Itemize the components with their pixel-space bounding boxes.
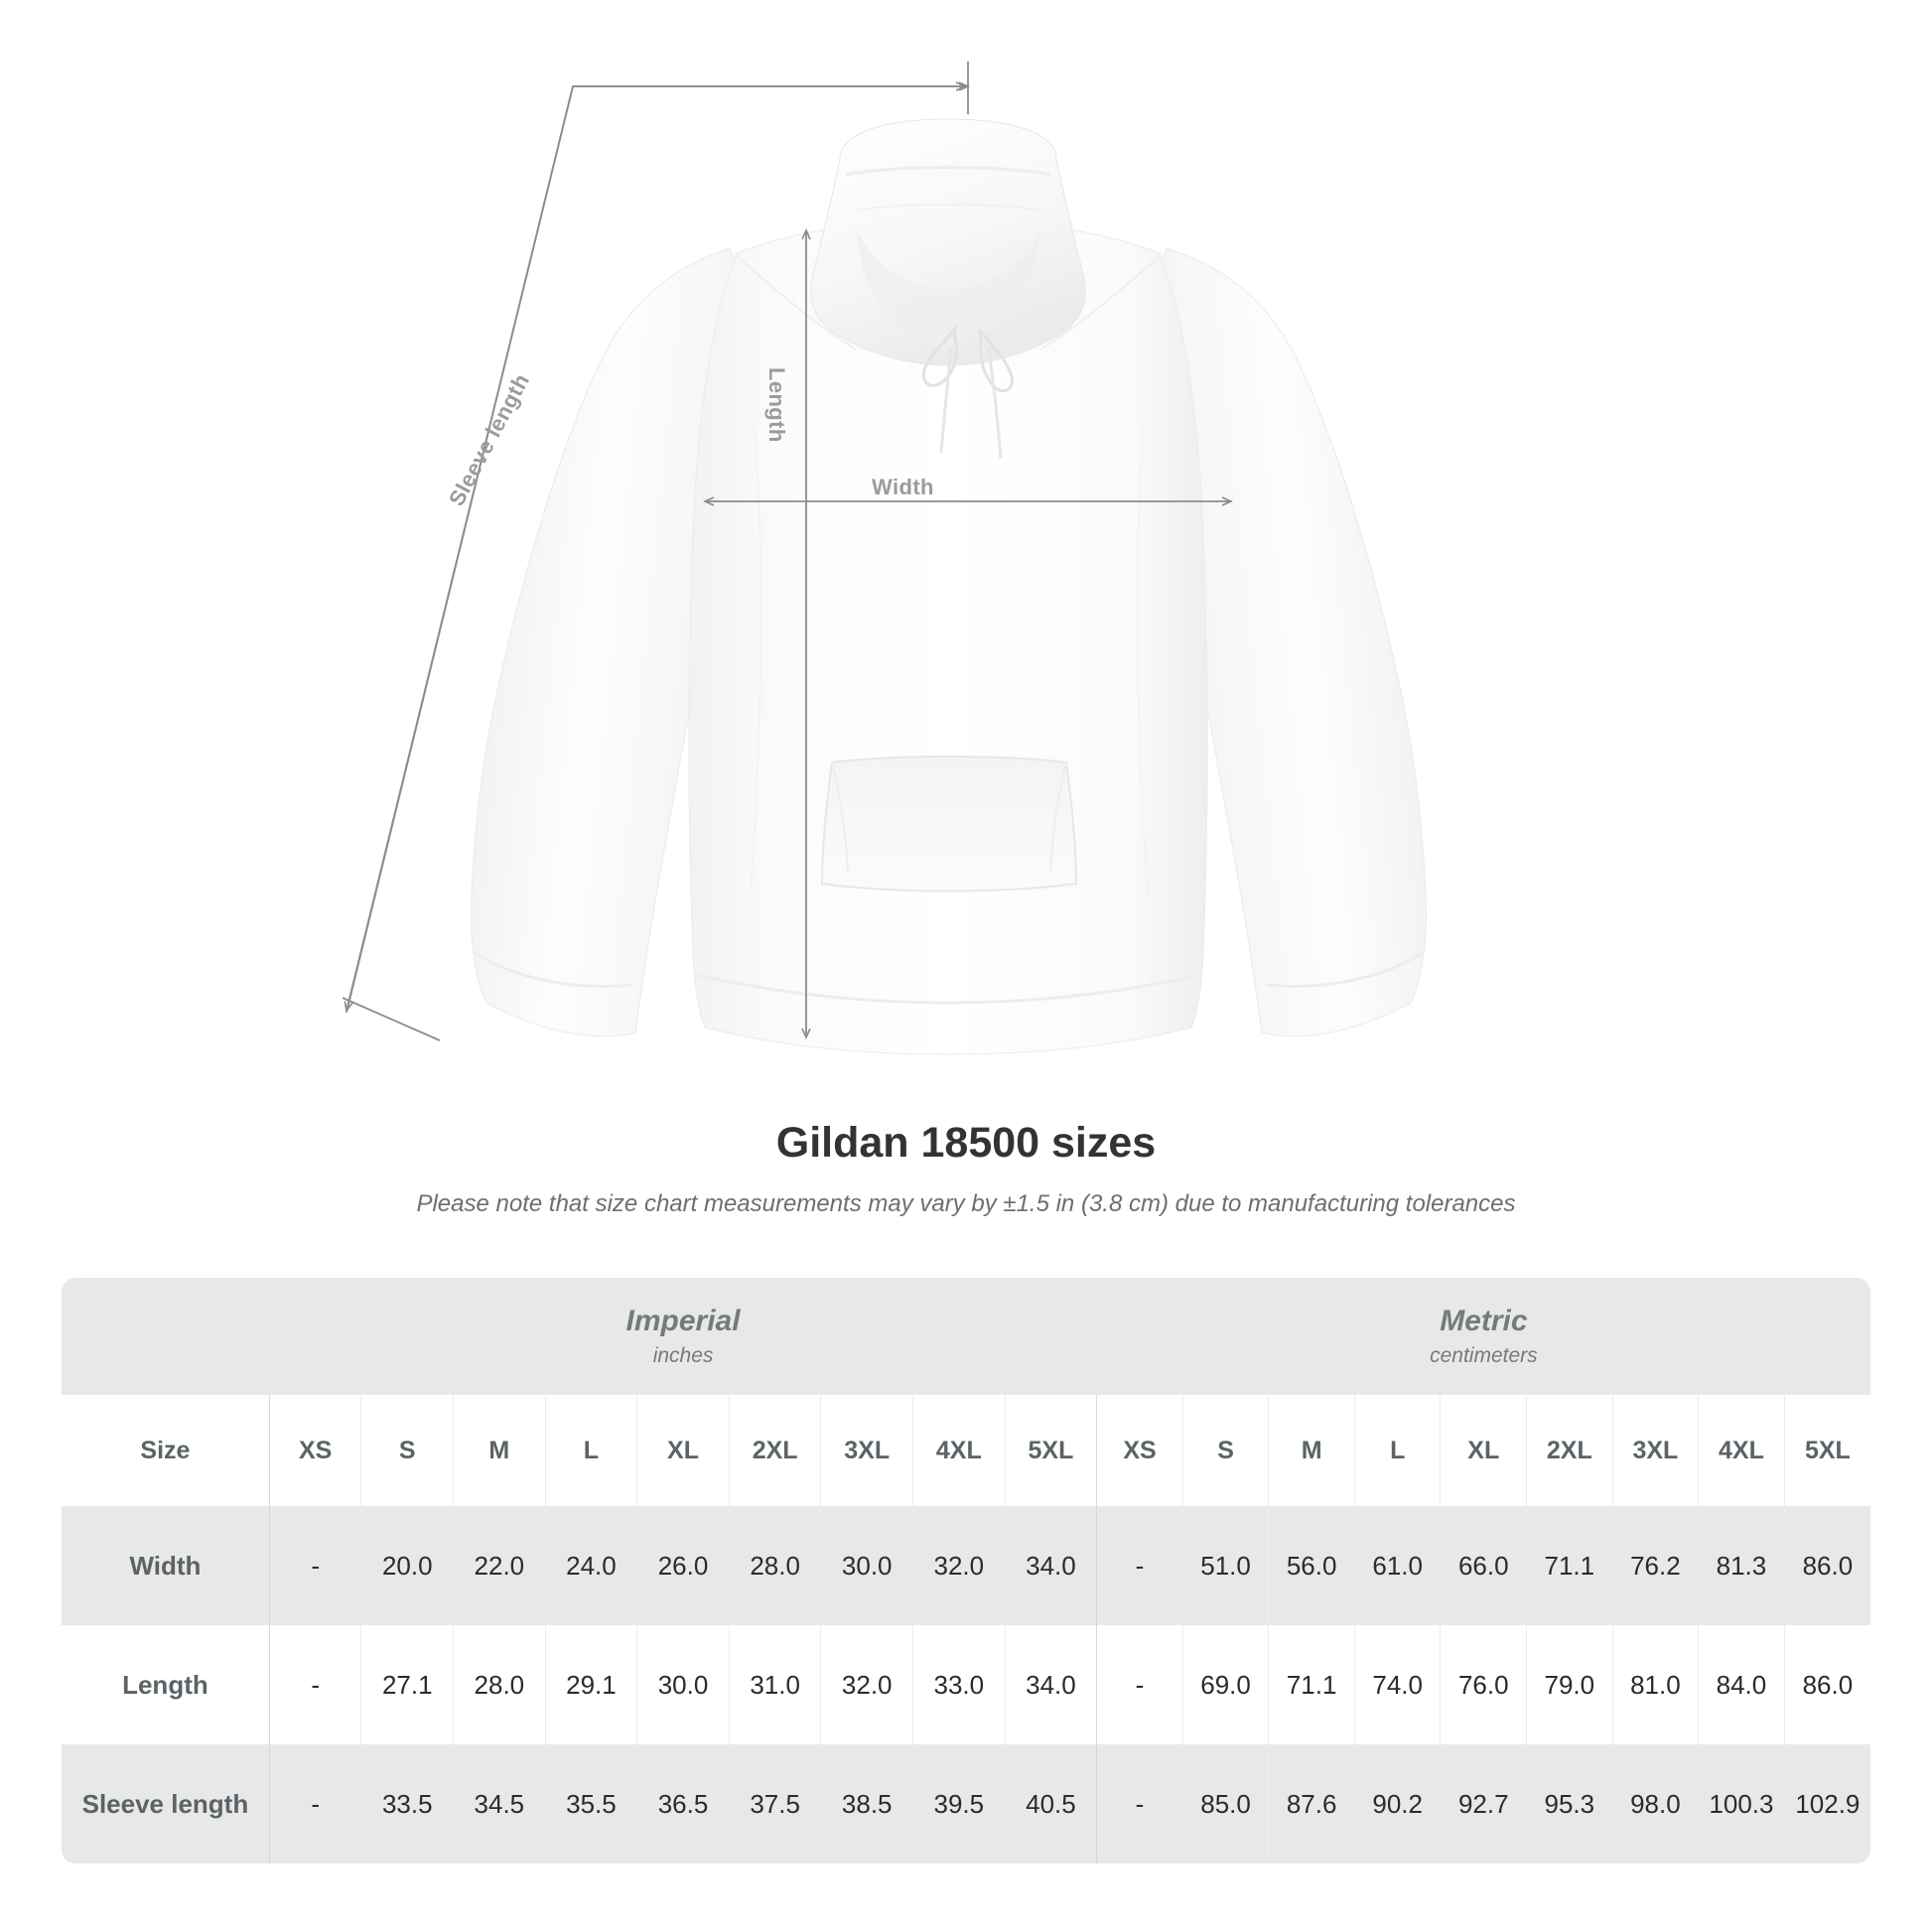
cell-width-metric-xl: 66.0	[1440, 1506, 1527, 1625]
size-header-row: Size XS S M L XL 2XL 3XL 4XL 5XL XS S M L XL 2XL 3XL 4XL 5…	[62, 1395, 1870, 1506]
length-dimension-label: Length	[764, 367, 789, 443]
cell-width-metric-4xl: 81.3	[1698, 1506, 1785, 1625]
cell-width-metric-5xl: 86.0	[1783, 1506, 1870, 1625]
cell-width-imperial-4xl: 32.0	[912, 1506, 1006, 1625]
cell-length-metric-m: 71.1	[1268, 1625, 1355, 1744]
cell-length-metric-l: 74.0	[1353, 1625, 1441, 1744]
cell-sleeve-length-metric-xs: -	[1096, 1744, 1183, 1863]
cell-sleeve-length-imperial-xl: 36.5	[636, 1744, 730, 1863]
cell-length-metric-3xl: 81.0	[1611, 1625, 1699, 1744]
size-header-metric-3xl: 3XL	[1611, 1395, 1699, 1506]
cell-sleeve-length-imperial-s: 33.5	[360, 1744, 454, 1863]
cell-width-imperial-m: 22.0	[453, 1506, 546, 1625]
table-row: Width -20.0 22.0 24.0 26.0 28.0 30.0 32.0 34.0-5…	[62, 1506, 1870, 1625]
unit-header-spacer	[62, 1278, 270, 1395]
cell-sleeve-length-metric-4xl: 100.3	[1698, 1744, 1785, 1863]
row-header-width: Width	[62, 1506, 270, 1625]
cell-sleeve-length-imperial-4xl: 39.5	[912, 1744, 1006, 1863]
size-header-imperial-3xl: 3XL	[820, 1395, 913, 1506]
size-header-imperial-5xl: 5XL	[1004, 1395, 1097, 1506]
cell-width-imperial-5xl: 34.0	[1004, 1506, 1097, 1625]
tolerance-note: Please note that size chart measurements…	[416, 1189, 1516, 1217]
size-table: Imperial inches Metric centimeters Size XS S M L…	[62, 1278, 1870, 1863]
table-row: Sleeve length -33.5 34.5 35.5 36.5 37.5 38.5 39…	[62, 1744, 1870, 1863]
cell-width-imperial-l: 24.0	[544, 1506, 637, 1625]
hoodie-diagram: Length Width Sleeve length	[342, 62, 1427, 1055]
size-header-metric-xs: XS	[1096, 1395, 1183, 1506]
size-header-metric-2xl: 2XL	[1526, 1395, 1613, 1506]
page-title: Gildan 18500 sizes	[775, 1119, 1157, 1167]
cell-length-metric-4xl: 84.0	[1698, 1625, 1785, 1744]
cell-length-metric-5xl: 86.0	[1783, 1625, 1870, 1744]
size-header-metric-5xl: 5XL	[1783, 1395, 1870, 1506]
row-header-sleeve-length: Sleeve length	[62, 1744, 270, 1863]
cell-width-imperial-xl: 26.0	[636, 1506, 730, 1625]
unit-group-subtitle: inches	[652, 1344, 714, 1368]
cell-sleeve-length-imperial-l: 35.5	[544, 1744, 637, 1863]
unit-group-imperial: Imperial inches	[269, 1278, 1097, 1395]
cell-width-metric-2xl: 71.1	[1526, 1506, 1613, 1625]
cell-sleeve-length-metric-m: 87.6	[1268, 1744, 1355, 1863]
cell-width-metric-s: 51.0	[1181, 1506, 1269, 1625]
size-header-imperial-s: S	[360, 1395, 454, 1506]
unit-group-name: Imperial	[625, 1305, 741, 1338]
cell-length-imperial-3xl: 32.0	[820, 1625, 913, 1744]
cell-length-imperial-4xl: 33.0	[912, 1625, 1006, 1744]
cell-width-imperial-3xl: 30.0	[820, 1506, 913, 1625]
cell-length-imperial-2xl: 31.0	[728, 1625, 821, 1744]
unit-group-subtitle: centimeters	[1430, 1344, 1538, 1368]
size-header-imperial-l: L	[544, 1395, 637, 1506]
cell-sleeve-length-metric-3xl: 98.0	[1611, 1744, 1699, 1863]
cell-length-imperial-s: 27.1	[360, 1625, 454, 1744]
cell-length-imperial-l: 29.1	[544, 1625, 637, 1744]
size-table-wrapper: Imperial inches Metric centimeters Size XS S M L…	[62, 1278, 1870, 1863]
cell-sleeve-length-imperial-xs: -	[268, 1744, 361, 1863]
size-header-imperial-m: M	[453, 1395, 546, 1506]
cell-sleeve-length-metric-5xl: 102.9	[1783, 1744, 1870, 1863]
size-header-imperial-xl: XL	[636, 1395, 730, 1506]
sleeve-dimension-lines	[342, 62, 969, 1041]
cell-sleeve-length-imperial-5xl: 40.5	[1004, 1744, 1097, 1863]
cell-length-imperial-xl: 30.0	[636, 1625, 730, 1744]
unit-header-row: Imperial inches Metric centimeters	[62, 1278, 1870, 1395]
hoodie-illustration	[342, 62, 1427, 1055]
cell-sleeve-length-metric-l: 90.2	[1353, 1744, 1441, 1863]
cell-width-metric-l: 61.0	[1353, 1506, 1441, 1625]
width-dimension-label: Width	[872, 475, 934, 499]
size-header-metric-4xl: 4XL	[1698, 1395, 1785, 1506]
cell-length-imperial-5xl: 34.0	[1004, 1625, 1097, 1744]
cell-sleeve-length-imperial-3xl: 38.5	[820, 1744, 913, 1863]
cell-width-imperial-xs: -	[268, 1506, 361, 1625]
unit-group-name: Metric	[1440, 1305, 1528, 1338]
size-header-imperial-2xl: 2XL	[728, 1395, 821, 1506]
size-header-imperial-xs: XS	[268, 1395, 361, 1506]
title-block: Gildan 18500 sizes Please note that size…	[0, 1117, 1932, 1219]
cell-width-imperial-2xl: 28.0	[728, 1506, 821, 1625]
cell-length-metric-xs: -	[1096, 1625, 1183, 1744]
row-header-length: Length	[62, 1625, 270, 1744]
size-header-imperial-4xl: 4XL	[912, 1395, 1006, 1506]
cell-sleeve-length-metric-xl: 92.7	[1440, 1744, 1527, 1863]
size-header-metric-l: L	[1353, 1395, 1441, 1506]
cell-sleeve-length-metric-2xl: 95.3	[1526, 1744, 1613, 1863]
cell-length-metric-xl: 76.0	[1440, 1625, 1527, 1744]
unit-group-metric: Metric centimeters	[1096, 1278, 1870, 1395]
cell-sleeve-length-imperial-2xl: 37.5	[728, 1744, 821, 1863]
cell-width-metric-3xl: 76.2	[1611, 1506, 1699, 1625]
size-header-metric-m: M	[1268, 1395, 1355, 1506]
size-column-header: Size	[62, 1395, 270, 1506]
cell-width-metric-m: 56.0	[1268, 1506, 1355, 1625]
cell-length-metric-s: 69.0	[1181, 1625, 1269, 1744]
table-row: Length -27.1 28.0 29.1 30.0 31.0 32.0 33.0 34.0-…	[62, 1625, 1870, 1744]
cell-length-imperial-xs: -	[268, 1625, 361, 1744]
cell-sleeve-length-metric-s: 85.0	[1181, 1744, 1269, 1863]
cell-length-metric-2xl: 79.0	[1526, 1625, 1613, 1744]
size-header-metric-xl: XL	[1440, 1395, 1527, 1506]
cell-sleeve-length-imperial-m: 34.5	[453, 1744, 546, 1863]
cell-width-imperial-s: 20.0	[360, 1506, 454, 1625]
cell-length-imperial-m: 28.0	[453, 1625, 546, 1744]
cell-width-metric-xs: -	[1096, 1506, 1183, 1625]
size-header-metric-s: S	[1181, 1395, 1269, 1506]
